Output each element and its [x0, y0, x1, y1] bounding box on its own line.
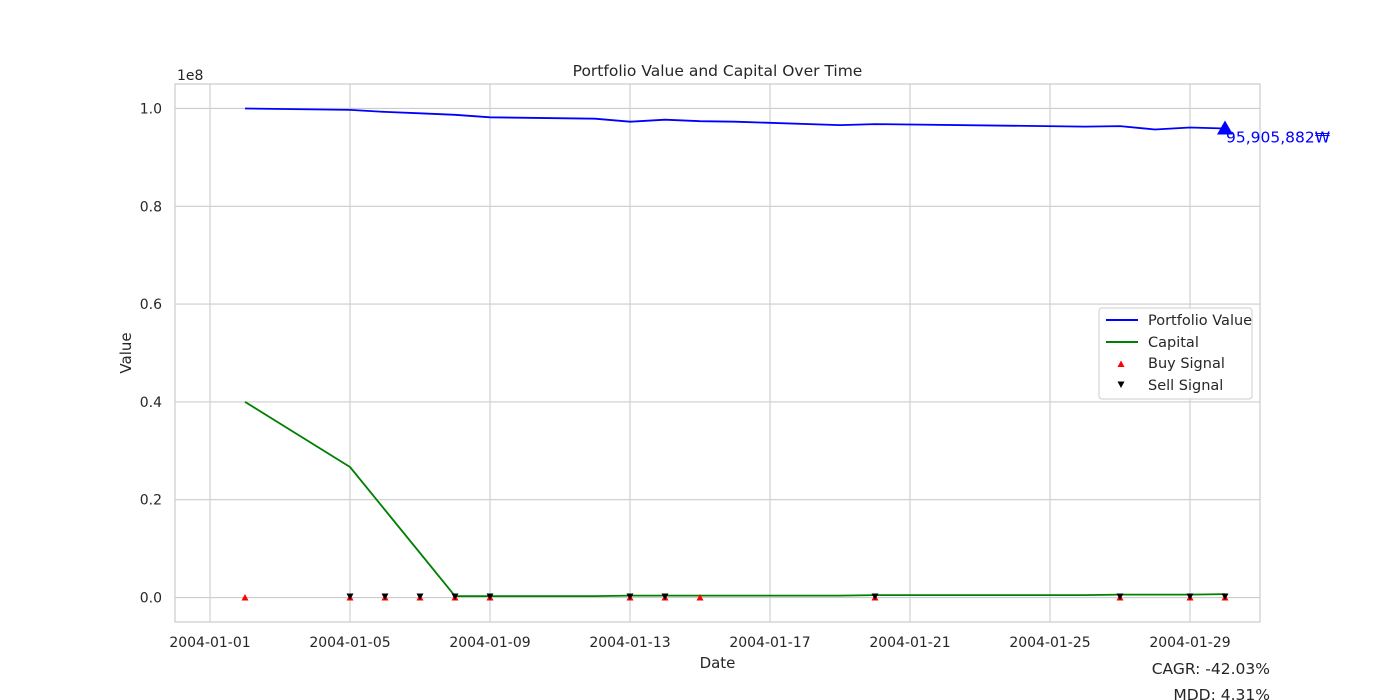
signal-markers — [241, 593, 1229, 601]
plot-area — [174, 83, 1261, 623]
legend-capital-label: Capital — [1148, 335, 1199, 351]
sell-signal-marker — [1221, 593, 1229, 601]
mdd-stat: MDD: 4.31% — [1173, 686, 1270, 700]
final-value-annotation: 95,905,882₩ — [1217, 120, 1330, 146]
sell-signal-marker — [871, 593, 879, 601]
y-tick-label: 0.4 — [140, 395, 162, 411]
legend-box — [1098, 307, 1253, 400]
x-tick-label: 2004-01-01 — [169, 635, 250, 651]
final-value-marker — [1217, 120, 1233, 135]
legend: Portfolio Value Capital Buy Signal Sell … — [1098, 307, 1253, 400]
sell-signal-marker — [451, 593, 459, 601]
sell-signal-marker — [381, 593, 389, 601]
legend-buy-marker — [1117, 360, 1125, 367]
legend-buy-label: Buy Signal — [1148, 356, 1225, 372]
x-tick-label: 2004-01-17 — [729, 635, 810, 651]
x-tick-label: 2004-01-05 — [309, 635, 390, 651]
y-tick-label: 0.6 — [140, 297, 162, 313]
y-tick-label: 0.8 — [140, 199, 162, 215]
sell-signal-marker — [661, 593, 669, 601]
sell-signal-marker — [1186, 593, 1194, 601]
y-tick-label: 0.0 — [140, 591, 162, 607]
x-tick-label: 2004-01-13 — [589, 635, 670, 651]
buy-signal-marker — [696, 594, 704, 601]
x-tick-label: 2004-01-09 — [449, 635, 530, 651]
chart-title: Portfolio Value and Capital Over Time — [573, 62, 863, 80]
sell-signal-marker — [626, 593, 634, 601]
sell-signal-marker — [1116, 593, 1124, 601]
x-tick-label: 2004-01-21 — [869, 635, 950, 651]
x-tick-label: 2004-01-25 — [1009, 635, 1090, 651]
tick-labels: 2004-01-01 2004-01-05 2004-01-09 2004-01-13… — [140, 101, 1231, 651]
legend-sell-label: Sell Signal — [1148, 378, 1223, 394]
cagr-stat: CAGR: -42.03% — [1152, 660, 1270, 678]
capital-line — [244, 401, 1226, 597]
y-tick-label: 1.0 — [140, 101, 162, 117]
portfolio-value-line — [244, 107, 1226, 131]
series-lines — [244, 107, 1226, 597]
y-tick-label: 0.2 — [140, 493, 162, 509]
legend-portfolio-label: Portfolio Value — [1148, 313, 1252, 329]
buy-signal-marker — [241, 594, 249, 601]
final-value-label: 95,905,882₩ — [1226, 128, 1330, 146]
y-axis-title: Value — [117, 332, 135, 373]
sell-signal-marker — [486, 593, 494, 601]
x-tick-label: 2004-01-29 — [1149, 635, 1230, 651]
grid — [175, 84, 1260, 622]
sell-signal-marker — [346, 593, 354, 601]
x-axis-title: Date — [700, 654, 736, 672]
sell-signal-marker — [416, 593, 424, 601]
y-offset-label: 1e8 — [177, 68, 203, 84]
legend-sell-marker — [1117, 381, 1125, 388]
